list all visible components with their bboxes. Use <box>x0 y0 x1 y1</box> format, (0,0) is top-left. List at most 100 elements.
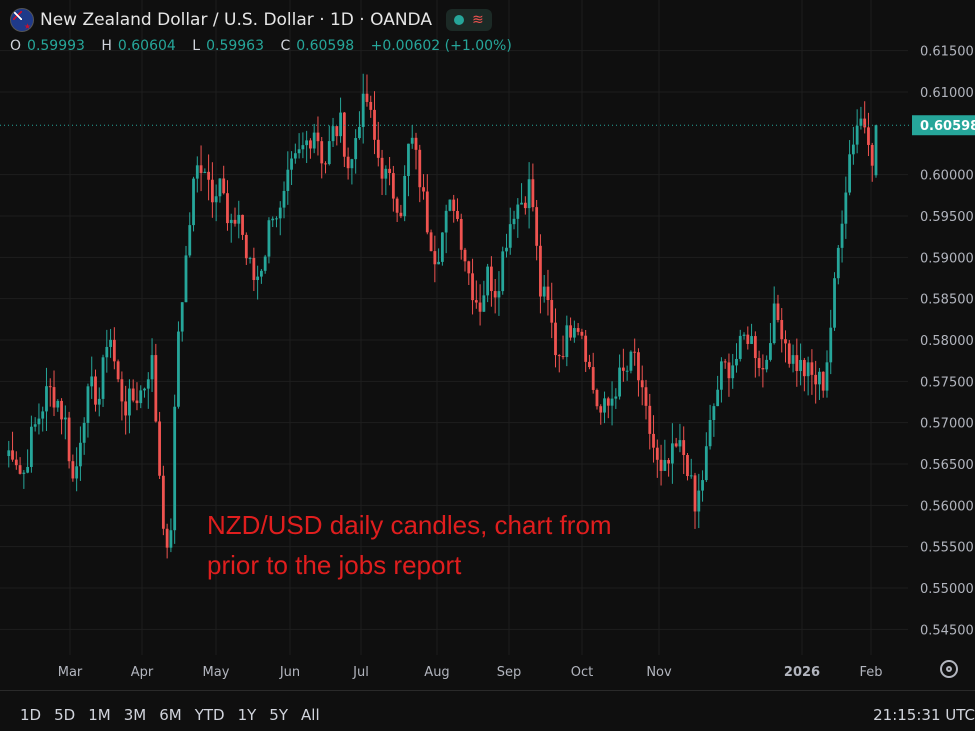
candle-body <box>226 193 229 224</box>
candle-body <box>207 171 211 180</box>
candle-body <box>787 343 791 364</box>
symbol-header[interactable]: New Zealand Dollar / U.S. Dollar · 1D · … <box>10 8 492 32</box>
candle-body <box>697 490 701 512</box>
candle-body <box>546 286 550 301</box>
time-axis[interactable]: Mar Apr May Jun Jul Aug Sep Oct Nov 2026 Feb <box>58 665 883 680</box>
price-chart[interactable]: 0.61500 0.61000 0.60598 0.60000 0.59500 0.590… <box>0 0 975 690</box>
candle-body <box>346 156 350 169</box>
price-tick-label: 0.55500 <box>920 541 974 556</box>
candle-body <box>444 210 448 233</box>
price-axis[interactable]: 0.61500 0.61000 0.60598 0.60000 0.59500 0.590… <box>912 45 975 639</box>
timeframe-all[interactable]: All <box>301 706 320 724</box>
candle-body <box>501 251 505 292</box>
candle-body <box>60 400 63 420</box>
candle-body <box>139 390 143 404</box>
candle-body <box>180 302 184 332</box>
candle-body <box>527 179 531 209</box>
candle-body <box>723 361 727 363</box>
candle-body <box>674 443 678 447</box>
timeframe-1m[interactable]: 1M <box>88 706 111 724</box>
candle-body <box>282 190 286 208</box>
annotation-line-2: prior to the jobs report <box>207 550 462 580</box>
candle-body <box>358 127 361 139</box>
candle-body <box>769 343 772 360</box>
low-label: L <box>192 38 201 54</box>
candle-body <box>746 334 750 344</box>
settings-gear-icon[interactable] <box>940 660 958 678</box>
candle-body <box>859 118 863 126</box>
candle-body <box>606 398 610 406</box>
candle-body <box>229 219 233 224</box>
candle-body <box>712 406 716 421</box>
candle-body <box>90 376 94 387</box>
candle-body <box>738 335 742 359</box>
candle-body <box>588 361 591 368</box>
candle-body <box>772 303 776 344</box>
candle-body <box>742 334 746 336</box>
candle-body <box>192 178 195 226</box>
candle-body <box>11 450 14 460</box>
candle-body <box>539 245 542 297</box>
candle-body <box>7 450 11 457</box>
candle-body <box>844 192 848 224</box>
candle-body <box>482 295 486 312</box>
candle-body <box>373 109 376 140</box>
candle-body <box>629 351 633 371</box>
candle-body <box>263 256 267 271</box>
candle-body <box>101 357 105 399</box>
timeframe-5y[interactable]: 5Y <box>269 706 289 724</box>
candle-body <box>757 358 761 369</box>
candle-body <box>305 140 309 146</box>
candle-body <box>554 322 557 356</box>
candle-body <box>354 138 358 160</box>
candle-body <box>591 367 595 390</box>
candle-body <box>293 153 297 159</box>
candle-body <box>335 126 339 137</box>
candle-body <box>407 143 410 176</box>
candle-body <box>150 355 154 380</box>
time-tick-label: Aug <box>424 665 449 680</box>
candle-body <box>776 303 780 321</box>
candle-body <box>474 300 478 303</box>
time-tick-label: Nov <box>646 665 672 680</box>
candle-body <box>37 418 41 425</box>
candle-body <box>184 255 188 303</box>
candle-body <box>818 371 821 385</box>
timeframe-3m[interactable]: 3M <box>123 706 147 724</box>
price-tick-label: 0.57000 <box>920 417 974 432</box>
candle-body <box>848 154 852 193</box>
candle-body <box>497 291 501 298</box>
candle-body <box>535 207 539 246</box>
candle-body <box>750 336 753 344</box>
candle-body <box>52 387 56 408</box>
candle-body <box>342 112 346 157</box>
candle-body <box>244 234 248 259</box>
candle-body <box>82 422 86 443</box>
candle-body <box>391 173 395 199</box>
candle-body <box>271 218 275 221</box>
candle-body <box>863 118 867 128</box>
price-tick-label: 0.59000 <box>920 251 974 266</box>
timeframe-6m[interactable]: 6M <box>159 706 182 724</box>
timeframe-5d[interactable]: 5D <box>54 706 76 724</box>
candle-body <box>874 125 878 176</box>
candle-body <box>644 387 648 406</box>
status-pill[interactable]: ≋ <box>445 9 492 31</box>
utc-clock[interactable]: 21:15:31 UTC <box>873 706 975 724</box>
timeframe-1y[interactable]: 1Y <box>237 706 257 724</box>
candle-body <box>143 388 146 391</box>
candle-body <box>135 400 139 404</box>
candle-body <box>56 400 60 408</box>
candle-body <box>146 379 150 389</box>
timeframe-buttons: 1D 5D 1M 3M 6M YTD 1Y 5Y All <box>20 706 320 724</box>
timeframe-ytd[interactable]: YTD <box>194 706 225 724</box>
timeframe-1d[interactable]: 1D <box>20 706 42 724</box>
candle-body <box>248 257 252 259</box>
candle-body <box>316 132 320 142</box>
candle-body <box>290 158 293 170</box>
price-tick-label: 0.55000 <box>920 582 974 597</box>
candle-body <box>561 356 565 358</box>
candle-body <box>241 214 244 235</box>
price-tick-label: 0.61000 <box>920 86 974 101</box>
price-tick-label: 0.57500 <box>920 375 974 390</box>
